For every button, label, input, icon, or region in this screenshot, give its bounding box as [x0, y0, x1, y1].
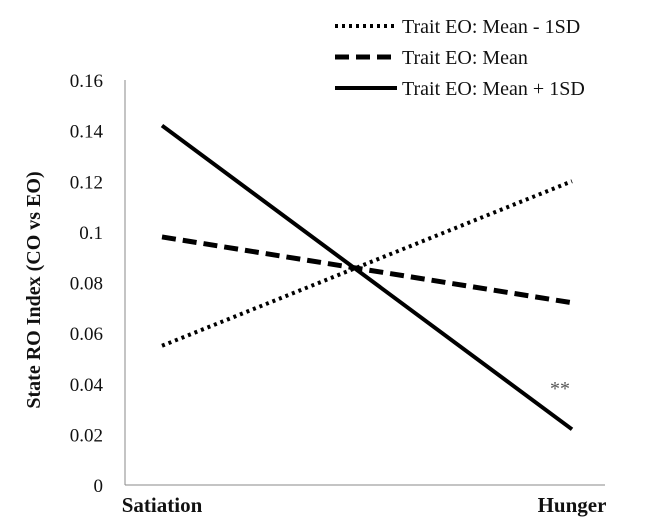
y-tick-label: 0: [94, 476, 104, 497]
y-tick-label: 0.14: [70, 122, 104, 143]
series-line: [161, 234, 573, 306]
x-category-label: Satiation: [122, 493, 203, 517]
series-lines: [160, 123, 574, 431]
series-line: [161, 179, 573, 348]
significance-annotation: **: [550, 378, 570, 400]
legend-label: Trait EO: Mean + 1SD: [402, 78, 585, 100]
series-line: [160, 123, 574, 431]
legend: Trait EO: Mean - 1SD Trait EO: Mean Trait …: [335, 16, 585, 100]
y-tick-labels: 0 0.02 0.04 0.06 0.08 0.1 0.12 0.14 0.16: [70, 71, 104, 497]
x-category-labels: Satiation Hunger: [122, 493, 607, 517]
annotations: **: [550, 378, 570, 400]
legend-label: Trait EO: Mean: [402, 47, 528, 69]
y-tick-label: 0.04: [70, 375, 104, 396]
legend-label: Trait EO: Mean - 1SD: [402, 16, 580, 38]
y-tick-label: 0.1: [79, 223, 103, 244]
y-tick-label: 0.02: [70, 425, 103, 446]
y-tick-label: 0.16: [70, 71, 103, 92]
x-category-label: Hunger: [538, 493, 607, 517]
y-axis-label: State RO Index (CO vs EO): [23, 171, 45, 408]
axes: [124, 80, 605, 486]
y-tick-label: 0.12: [70, 172, 103, 193]
y-tick-label: 0.08: [70, 274, 103, 295]
y-tick-label: 0.06: [70, 324, 103, 345]
